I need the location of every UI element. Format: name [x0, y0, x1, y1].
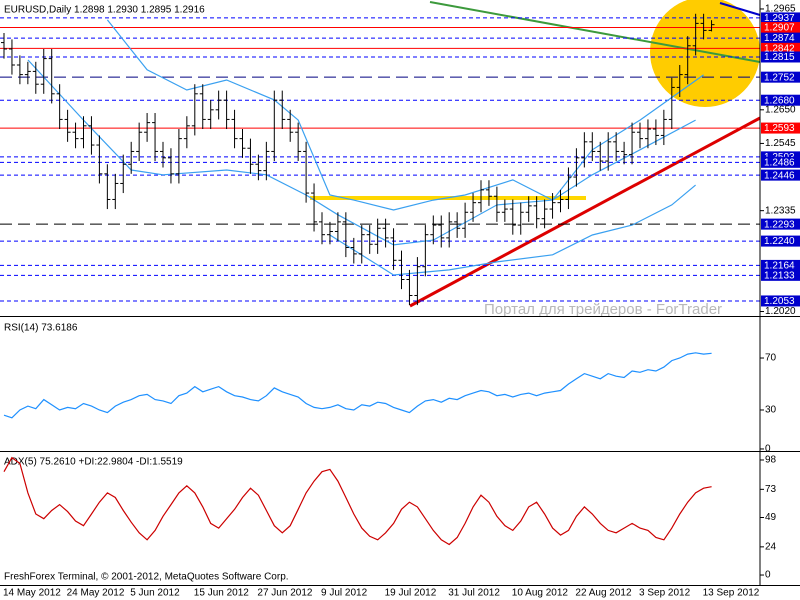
level-box: [761, 122, 800, 134]
level-box: [761, 169, 800, 181]
band-line: [106, 19, 704, 211]
level-box: [761, 269, 800, 281]
x-tick-label: 27 Jun 2012: [257, 588, 312, 599]
y-tick-label: 98: [765, 455, 777, 466]
level-box: [761, 22, 800, 34]
level-box: [761, 218, 800, 230]
y-tick-label: 1.2965: [765, 4, 796, 15]
x-tick-label: 19 Jul 2012: [385, 588, 437, 599]
level-label: 1.2133: [764, 270, 795, 281]
level-label: 1.2293: [764, 219, 795, 230]
x-tick-label: 9 Jul 2012: [321, 588, 368, 599]
trend-line: [719, 2, 761, 16]
watermark: Портал для трейдеров - ForTrader: [484, 301, 722, 318]
level-box: [761, 51, 800, 63]
panel-title: EURUSD,Daily 1.2898 1.2930 1.2895 1.2916: [4, 5, 205, 16]
level-label: 1.2053: [764, 296, 795, 307]
x-tick-label: 14 May 2012: [3, 588, 61, 599]
y-tick-label: 24: [765, 541, 777, 552]
x-tick-label: 24 May 2012: [67, 588, 125, 599]
x-tick-label: 3 Sep 2012: [639, 588, 691, 599]
panel-title: RSI(14) 73.6186: [4, 323, 78, 334]
level-box: [761, 42, 800, 54]
level-box: [761, 71, 800, 83]
x-tick-label: 10 Aug 2012: [512, 588, 569, 599]
band-line: [329, 184, 696, 276]
level-box: [761, 12, 800, 24]
trend-line: [429, 1, 761, 63]
level-label: 1.2937: [764, 13, 795, 24]
level-label: 1.2240: [764, 236, 795, 247]
y-tick-label: 73: [765, 484, 777, 495]
level-box: [761, 235, 800, 247]
frame: [0, 0, 800, 586]
level-box: [761, 259, 800, 271]
highlight-circle: [650, 0, 760, 107]
level-label: 1.2907: [764, 23, 795, 34]
x-tick-label: 22 Aug 2012: [575, 588, 632, 599]
level-box: [761, 156, 800, 168]
y-tick-label: 1.2020: [765, 306, 796, 317]
level-box: [761, 94, 800, 106]
y-tick-label: 49: [765, 512, 777, 523]
level-label: 1.2752: [764, 72, 795, 83]
x-tick-label: 31 Jul 2012: [448, 588, 500, 599]
panel-title: ADX(5) 75.2610 +DI:22.9804 -DI:1.5519: [4, 457, 183, 468]
level-label: 1.2842: [764, 43, 795, 54]
y-tick-label: 0: [765, 444, 771, 455]
level-box: [761, 32, 800, 44]
level-label: 1.2593: [764, 123, 795, 134]
level-label: 1.2874: [764, 33, 795, 44]
level-label: 1.2446: [764, 170, 795, 181]
y-tick-label: 70: [765, 353, 777, 364]
y-tick-label: 1.2650: [765, 104, 796, 115]
y-tick-label: 0: [765, 570, 771, 581]
trend-line: [409, 116, 761, 308]
level-box: [761, 295, 800, 307]
x-tick-label: 5 Jun 2012: [130, 588, 180, 599]
y-tick-label: 1.2545: [765, 138, 796, 149]
level-label: 1.2680: [764, 95, 795, 106]
x-tick-label: 13 Sep 2012: [703, 588, 760, 599]
level-label: 1.2164: [764, 261, 795, 272]
x-tick-label: 15 Jun 2012: [194, 588, 249, 599]
y-tick-label: 1.2335: [765, 205, 796, 216]
y-tick-label: 30: [765, 405, 777, 416]
level-label: 1.2486: [764, 157, 795, 168]
level-label: 1.2815: [764, 52, 795, 63]
indicator-line: [3, 352, 712, 419]
indicator-line: [3, 456, 712, 546]
footer: FreshForex Terminal, © 2001-2012, MetaQu…: [4, 572, 289, 583]
